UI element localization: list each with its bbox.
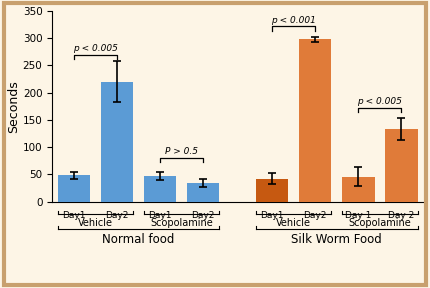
Text: Scopolamine: Scopolamine: [150, 218, 213, 228]
Bar: [58, 175, 90, 202]
Text: Vehicle: Vehicle: [276, 218, 311, 228]
Y-axis label: Seconds: Seconds: [7, 80, 20, 133]
Bar: [342, 177, 375, 202]
Text: Vehicle: Vehicle: [78, 218, 113, 228]
Bar: [187, 183, 219, 202]
Text: Silk Worm Food: Silk Worm Food: [292, 233, 382, 246]
Text: p < 0.005: p < 0.005: [357, 97, 402, 106]
Bar: [101, 82, 133, 202]
Text: Normal food: Normal food: [102, 233, 175, 246]
Bar: [299, 39, 332, 202]
Bar: [144, 176, 176, 202]
Text: P > 0.5: P > 0.5: [165, 147, 198, 156]
Text: p < 0.001: p < 0.001: [271, 16, 316, 24]
Text: Scopolamine: Scopolamine: [349, 218, 412, 228]
Bar: [385, 129, 418, 202]
Bar: [256, 179, 288, 202]
Text: p < 0.005: p < 0.005: [73, 44, 118, 53]
